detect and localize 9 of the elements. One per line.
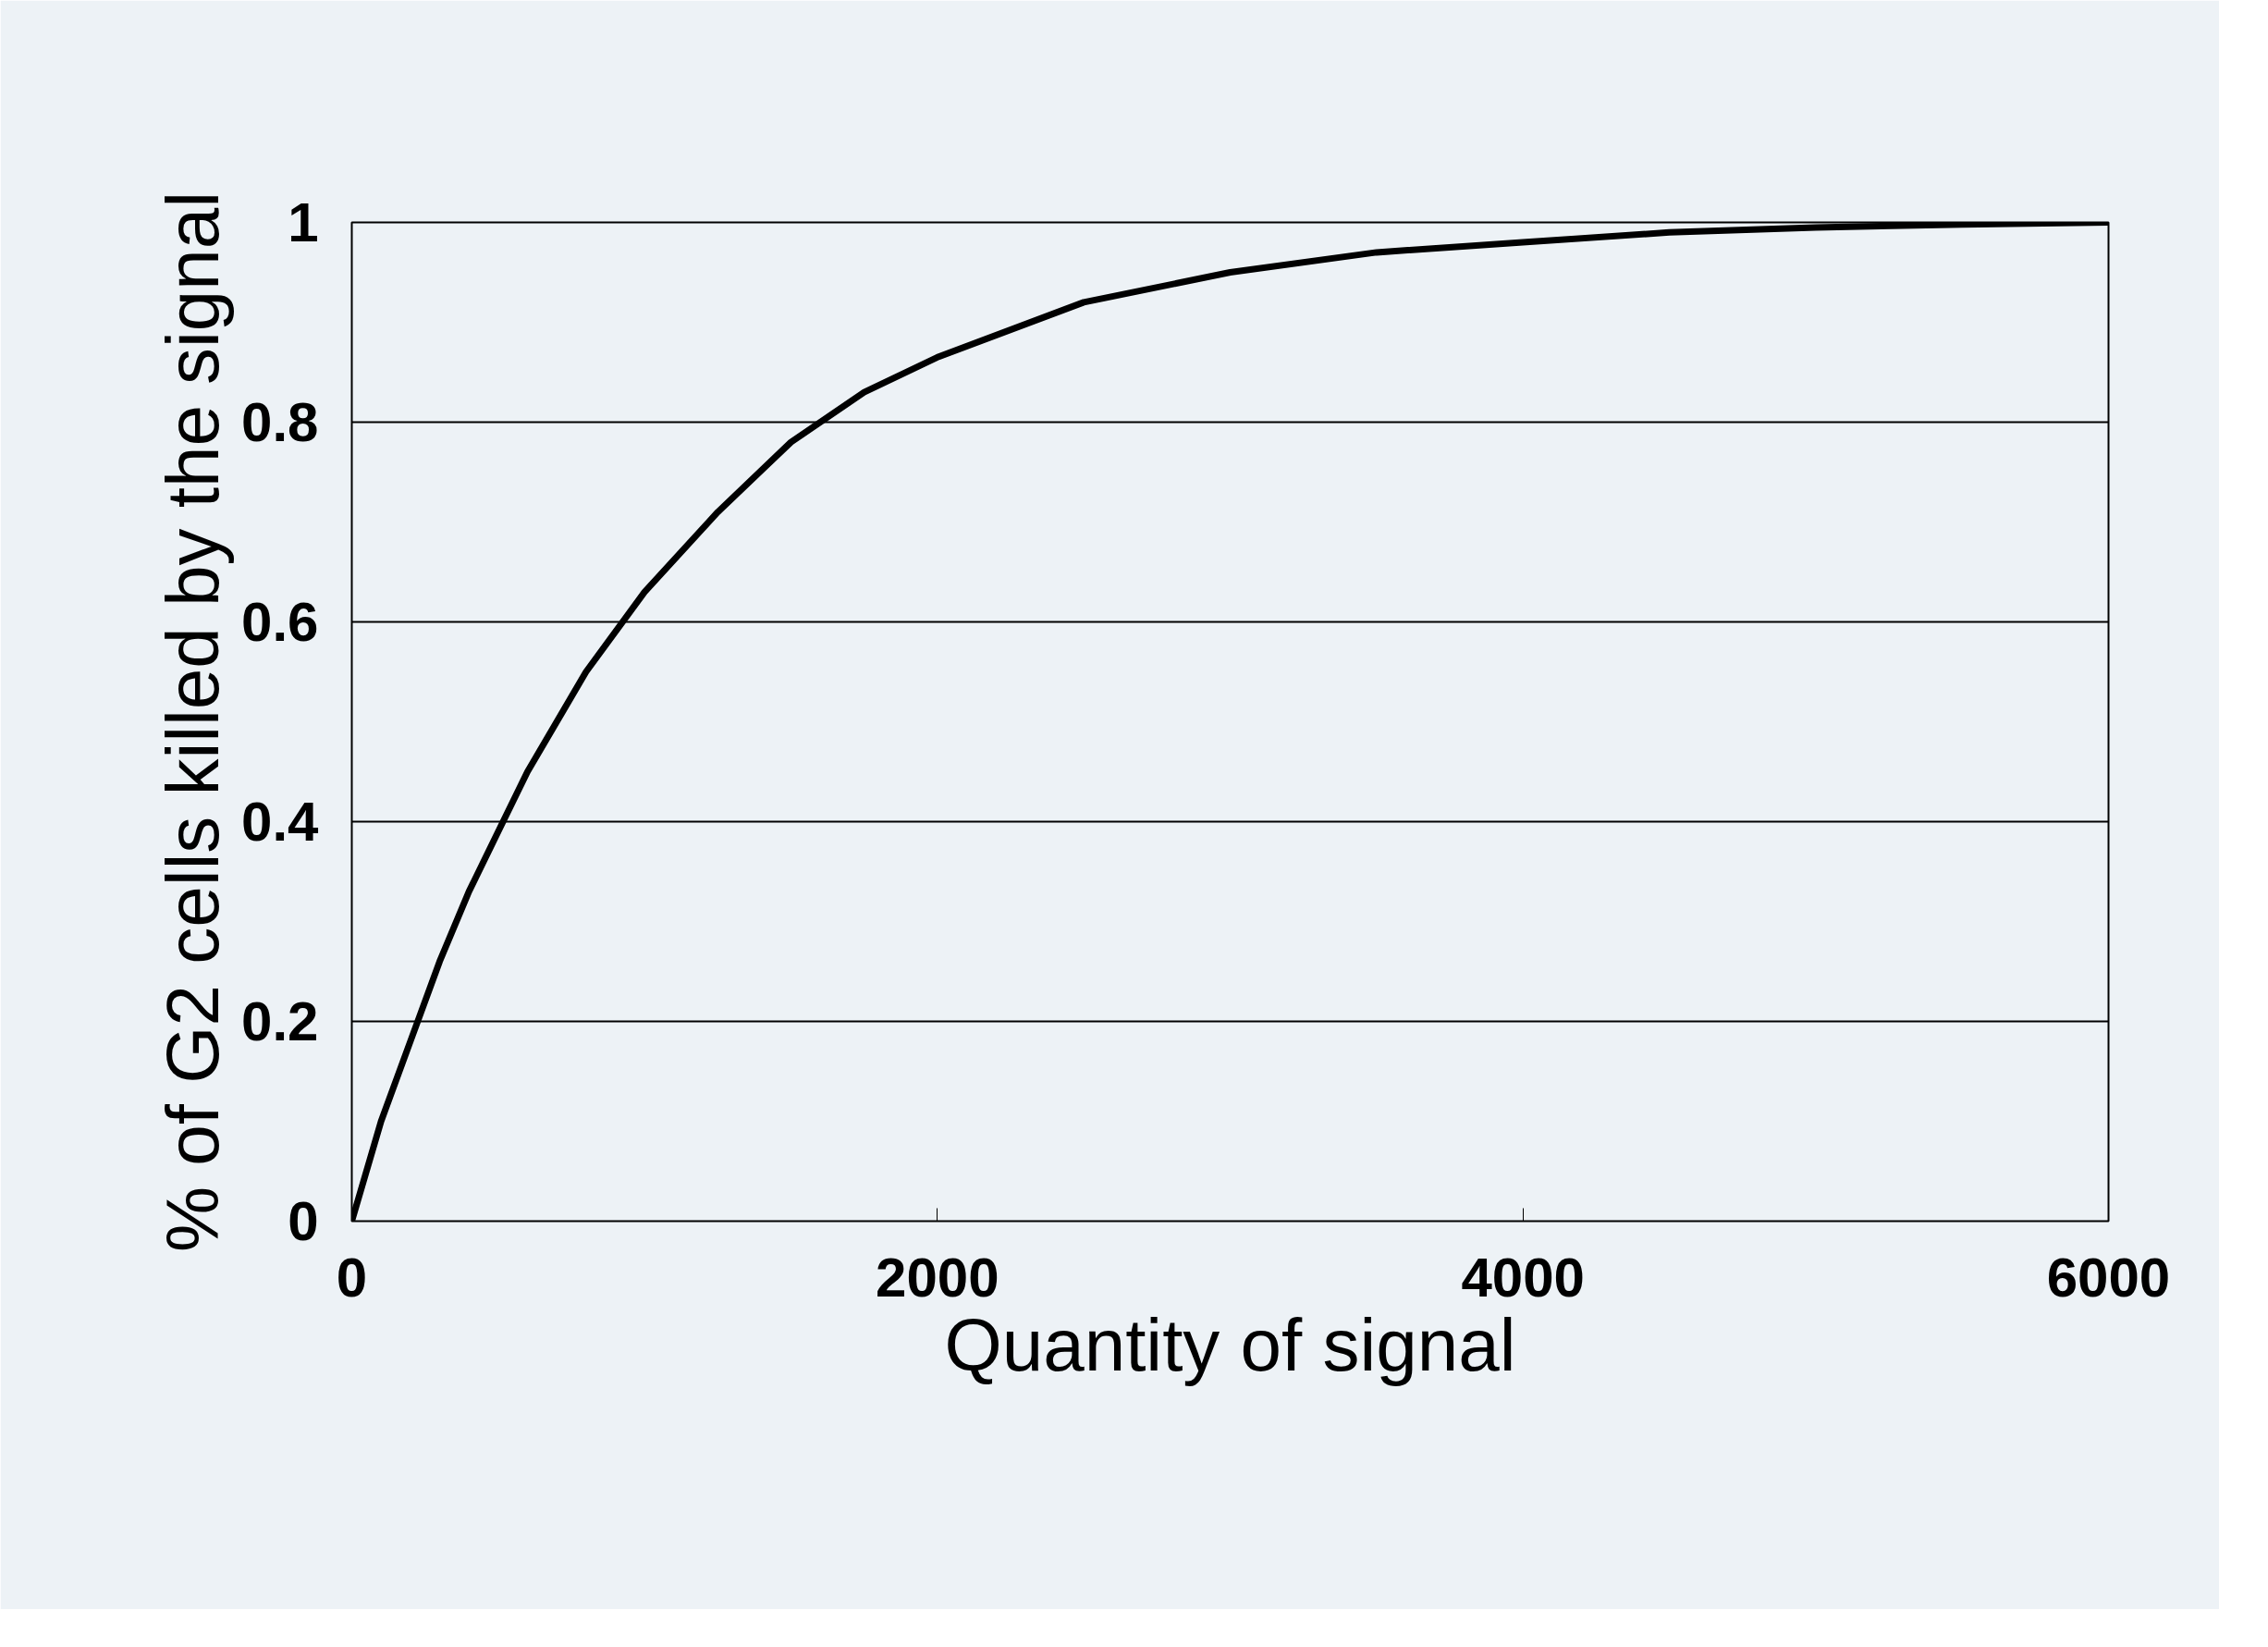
y-tick-label: 0 [288,1190,319,1252]
y-tick-label: 0.4 [241,791,320,853]
y-tick-label: 0.2 [241,990,319,1052]
y-tick-label: 0.6 [241,591,319,653]
y-axis-title: % of G2 cells killed by the signal [152,191,235,1253]
x-tick-label: 6000 [2046,1246,2171,1309]
y-tick-label: 1 [288,191,319,253]
x-tick-label: 0 [336,1246,368,1309]
y-tick-label: 0.8 [241,391,319,453]
